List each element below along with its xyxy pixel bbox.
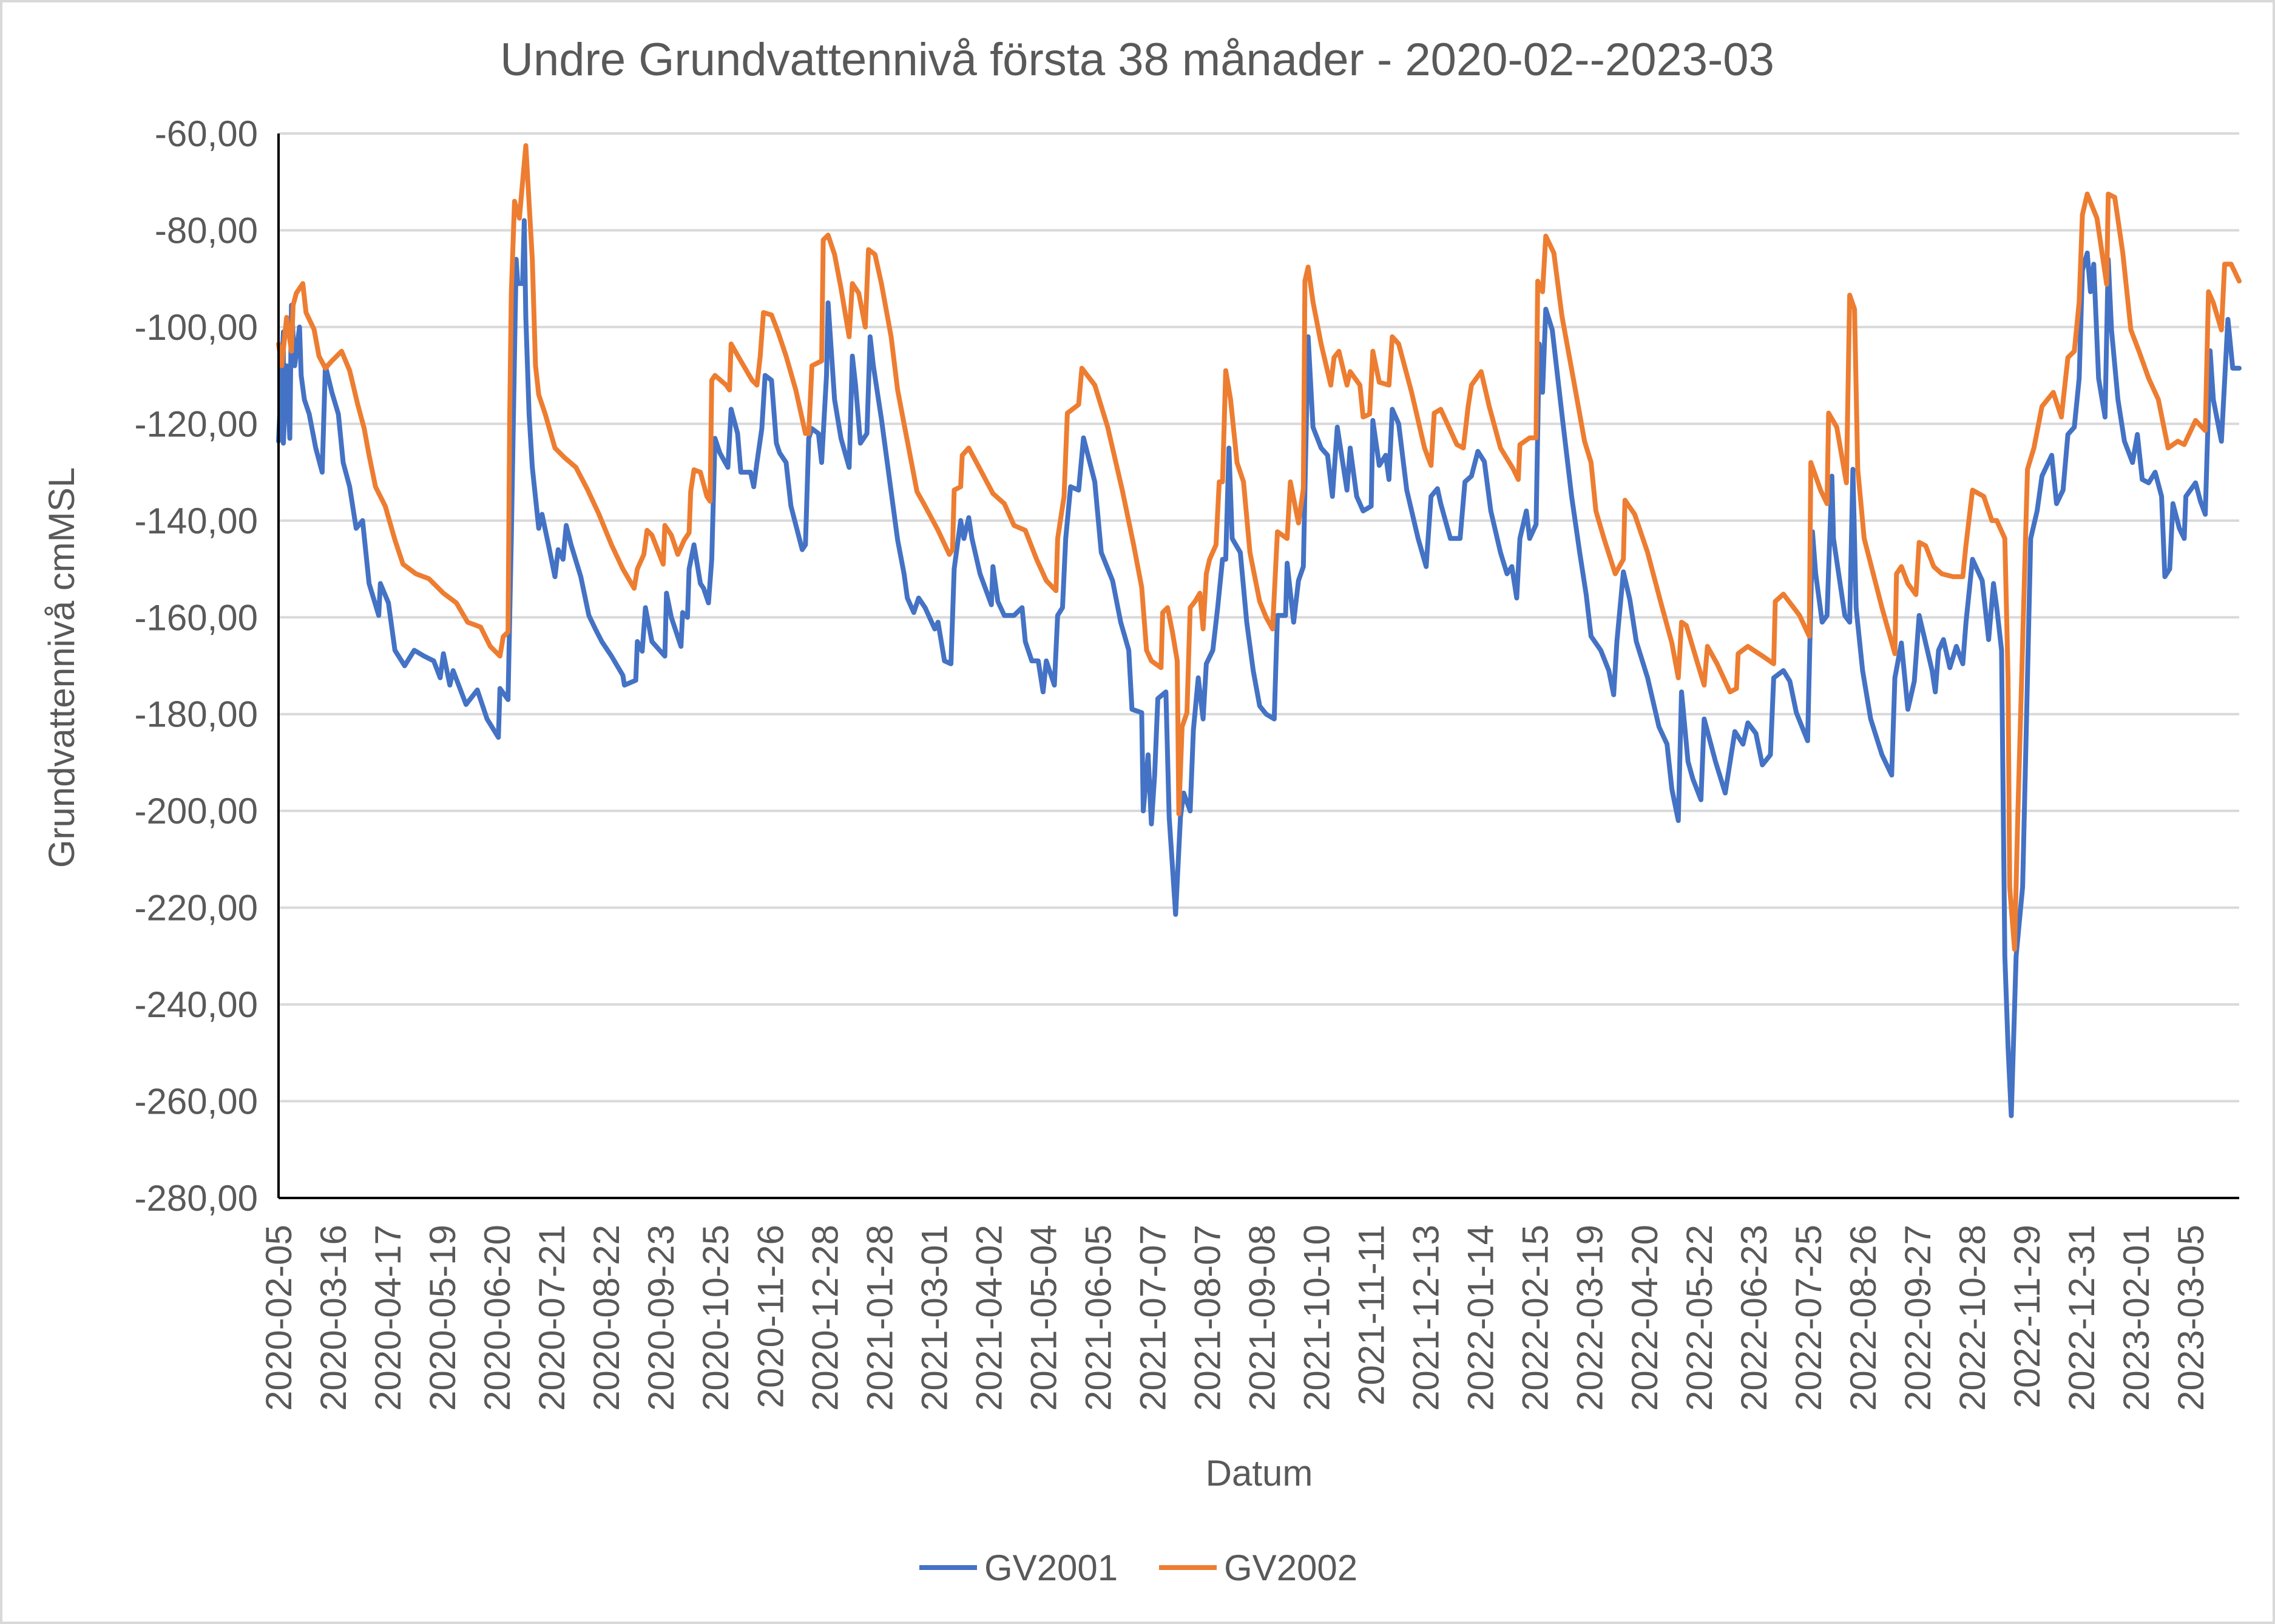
x-tick-label: 2020-03-16 — [313, 1225, 354, 1411]
x-tick-label: 2021-10-10 — [1297, 1225, 1337, 1411]
y-tick-label: -60,00 — [155, 113, 258, 154]
y-tick-label: -180,00 — [135, 694, 259, 735]
x-tick-label: 2022-12-31 — [2061, 1225, 2102, 1411]
x-tick-label: 2022-05-22 — [1679, 1225, 1720, 1411]
legend-label-gv2002: GV2002 — [1224, 1548, 1357, 1588]
y-tick-label: -240,00 — [135, 984, 259, 1025]
x-tick-label: 2022-08-26 — [1843, 1225, 1884, 1411]
gridlines — [279, 132, 2239, 1103]
x-tick-label: 2020-05-19 — [422, 1225, 463, 1411]
y-tick-label: -200,00 — [135, 791, 259, 831]
x-tick-label: 2021-12-13 — [1406, 1225, 1447, 1411]
x-tick-label: 2022-03-19 — [1570, 1225, 1611, 1411]
x-tick-label: 2020-12-28 — [805, 1225, 845, 1411]
x-tick-label: 2021-06-05 — [1078, 1225, 1118, 1411]
x-tick-label: 2020-08-22 — [586, 1225, 627, 1411]
x-axis-title: Datum — [1206, 1453, 1313, 1494]
series-line-gv2001 — [276, 218, 2242, 1118]
x-tick-label: 2022-10-28 — [1952, 1225, 1993, 1411]
x-tick-label: 2022-07-25 — [1788, 1225, 1829, 1411]
x-tick-label: 2022-02-15 — [1515, 1225, 1556, 1411]
x-tick-label: 2021-01-28 — [859, 1225, 900, 1411]
y-tick-label: -160,00 — [135, 597, 259, 638]
x-tick-label: 2022-04-20 — [1624, 1225, 1665, 1411]
chart-title: Undre Grundvattennivå första 38 månader … — [500, 34, 1774, 86]
x-tick-label: 2021-08-07 — [1188, 1225, 1228, 1411]
y-axis-title: Grundvattennivå cmMSL — [41, 467, 82, 868]
x-tick-label: 2021-11-11 — [1351, 1225, 1392, 1406]
series-line-gv2002 — [276, 143, 2242, 952]
y-axis-ticks: -60,00 -80,00 -100,00 -120,00 -140,00 -160,00… — [135, 113, 259, 1219]
x-tick-label: 2021-04-02 — [968, 1225, 1009, 1411]
x-tick-label: 2020-07-21 — [532, 1225, 572, 1411]
y-tick-label: -260,00 — [135, 1081, 259, 1122]
legend: GV2001 GV2002 — [919, 1548, 1357, 1588]
x-tick-label: 2020-11-26 — [750, 1225, 791, 1408]
legend-label-gv2001: GV2001 — [984, 1548, 1118, 1588]
x-tick-label: 2021-05-04 — [1023, 1225, 1064, 1411]
x-tick-label: 2021-09-08 — [1242, 1225, 1283, 1411]
y-tick-label: -220,00 — [135, 888, 259, 929]
y-tick-label: -280,00 — [135, 1178, 259, 1219]
x-tick-label: 2021-03-01 — [914, 1225, 955, 1411]
x-tick-label: 2023-02-01 — [2116, 1225, 2157, 1411]
x-tick-label: 2020-10-25 — [695, 1225, 736, 1411]
x-tick-label: 2020-09-23 — [641, 1225, 681, 1411]
y-tick-label: -100,00 — [135, 307, 259, 348]
x-tick-label: 2022-01-14 — [1461, 1225, 1501, 1411]
x-axis-ticks: 2020-02-05 2020-03-16 2020-04-17 2020-05-19… — [259, 1225, 2211, 1411]
x-tick-label: 2022-11-29 — [2007, 1225, 2047, 1408]
series-group — [276, 143, 2242, 1118]
x-tick-label: 2020-02-05 — [259, 1225, 299, 1411]
y-tick-label: -80,00 — [155, 210, 258, 251]
x-tick-label: 2022-06-23 — [1734, 1225, 1774, 1411]
x-tick-label: 2020-06-20 — [477, 1225, 518, 1411]
x-tick-label: 2020-04-17 — [368, 1225, 408, 1411]
x-tick-label: 2021-07-07 — [1132, 1225, 1173, 1411]
x-tick-label: 2023-03-05 — [2171, 1225, 2211, 1411]
y-tick-label: -120,00 — [135, 404, 259, 444]
y-tick-label: -140,00 — [135, 501, 259, 541]
x-tick-label: 2022-09-27 — [1898, 1225, 1938, 1411]
